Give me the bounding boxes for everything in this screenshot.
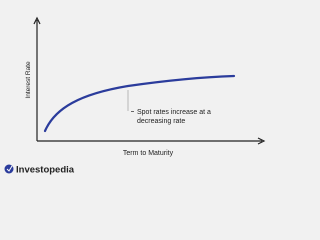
y-axis-label: Interest Rate bbox=[25, 61, 32, 99]
logo-icon bbox=[4, 164, 14, 174]
logo: Investopedia bbox=[4, 164, 75, 176]
diagram: Spot rates increase at a decreasing rate… bbox=[0, 0, 282, 179]
logo-icon-mark bbox=[6, 165, 13, 172]
annotation-line: Spot rates increase at a bbox=[137, 109, 211, 116]
yield-curve bbox=[43, 74, 236, 133]
logo-text: Investopedia bbox=[16, 165, 75, 176]
x-axis-label: Term to Maturity bbox=[123, 150, 174, 157]
x-axis-arrow bbox=[257, 137, 266, 145]
y-axis-arrow bbox=[33, 16, 41, 25]
annotation-line: decreasing rate bbox=[137, 118, 185, 125]
background bbox=[0, 0, 282, 179]
